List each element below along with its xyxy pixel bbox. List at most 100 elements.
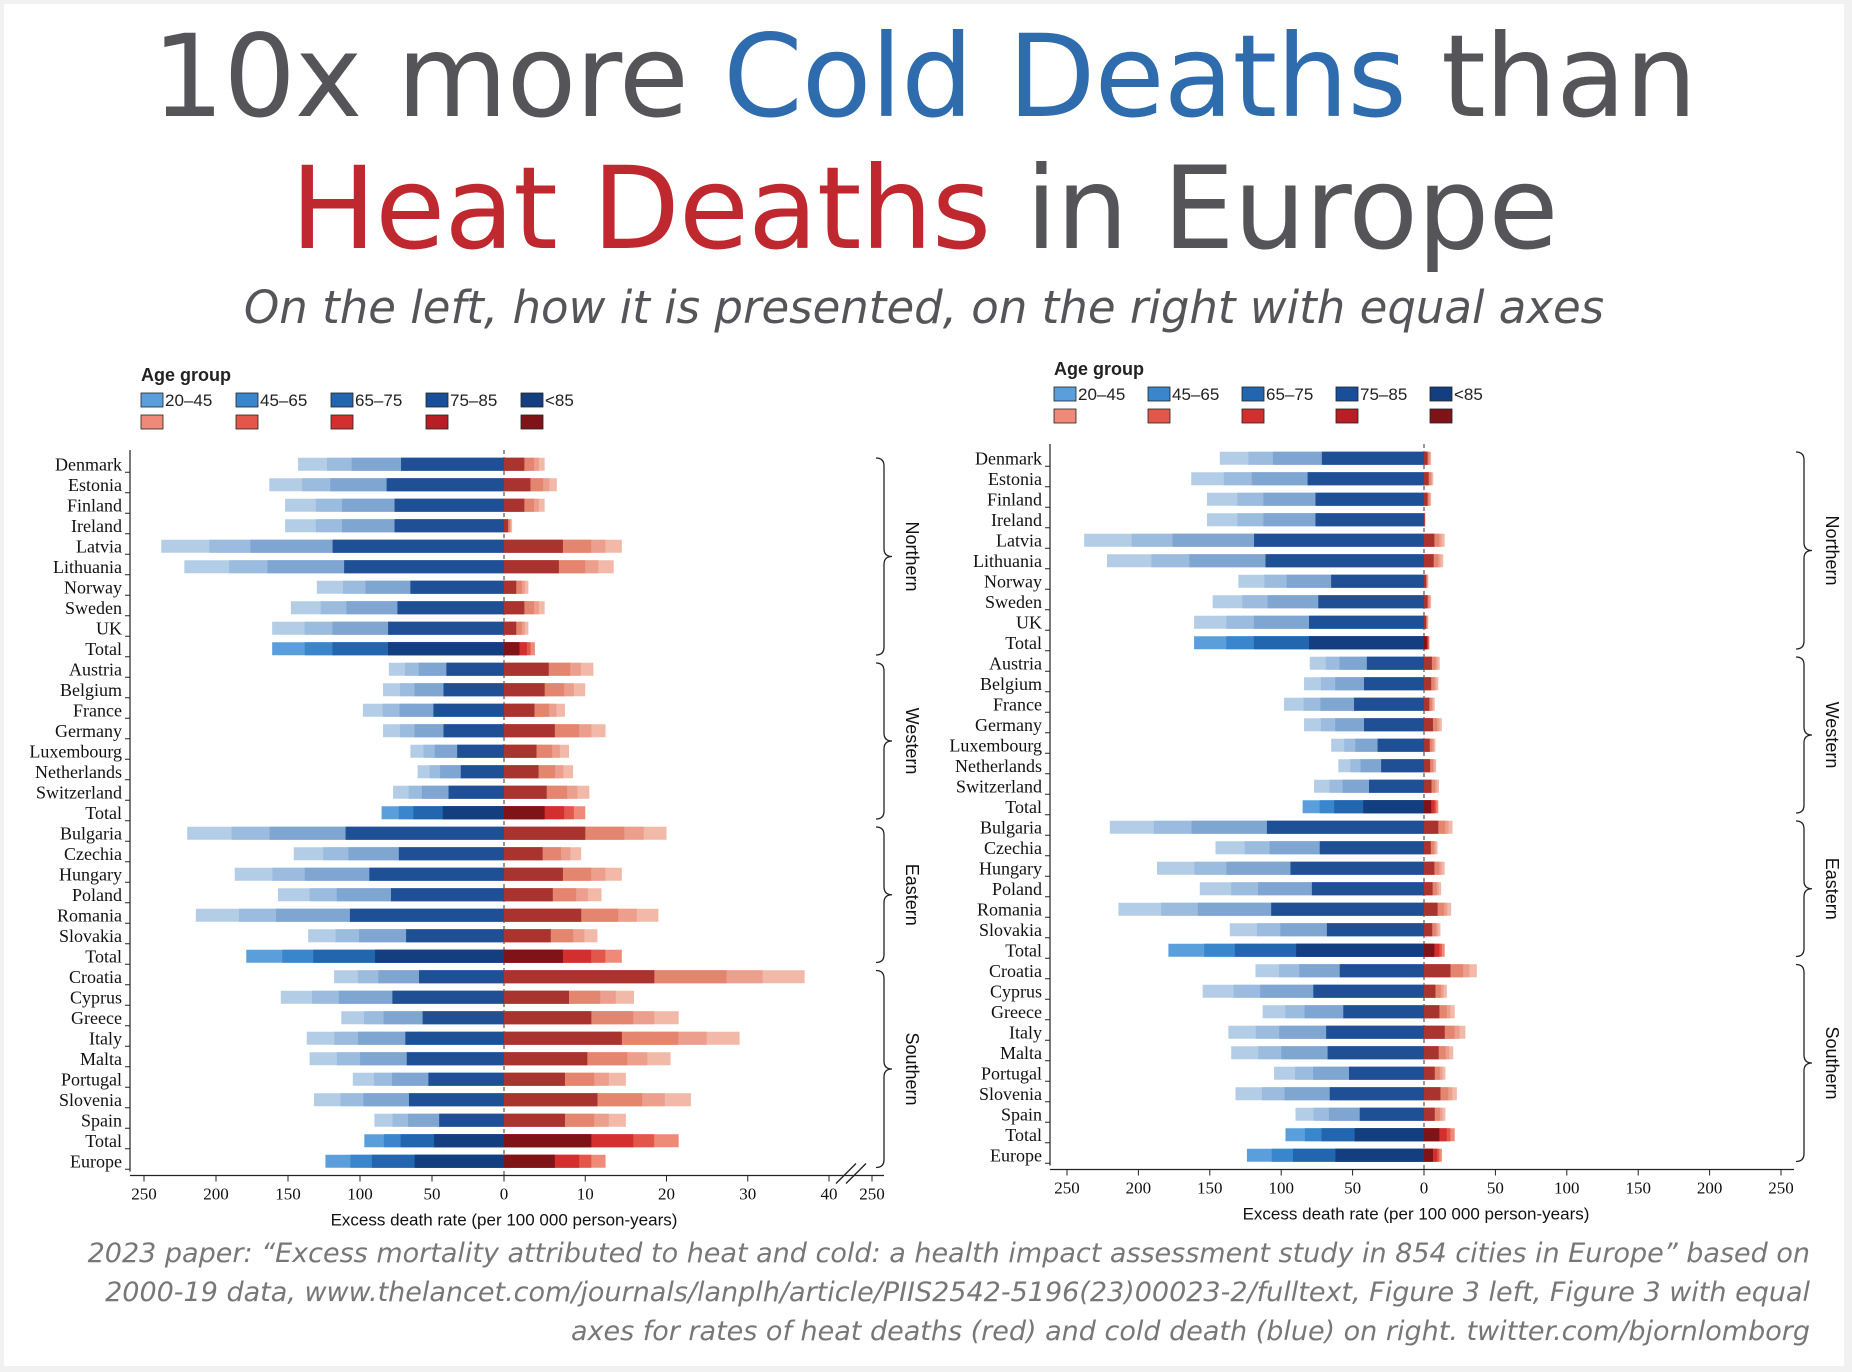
- category-label: Total: [85, 946, 122, 966]
- category-label: Croatia: [69, 967, 122, 987]
- cold-bar-segment: [388, 642, 504, 656]
- cold-bar-segment: [392, 990, 504, 1004]
- cold-bar-segment: [460, 765, 504, 779]
- x-tick-label: 250: [131, 1185, 157, 1204]
- category-label: Poland: [72, 885, 122, 905]
- category-label: Total: [85, 803, 122, 823]
- region-label: Western: [902, 708, 922, 775]
- heat-bar-segment: [504, 785, 547, 799]
- cold-bar-segment: [443, 724, 504, 738]
- cold-bar-segment: [1359, 1107, 1424, 1121]
- heat-bar-segment: [1424, 1128, 1440, 1142]
- chart-original-axes: Age group 20–45 45–65 65–75 75–85 <85 Denmark E…: [4, 349, 924, 1229]
- cold-bar-segment: [457, 744, 504, 758]
- x-tick-label: 150: [1197, 1179, 1223, 1198]
- title-line-1: 10x more Cold Deaths than: [4, 12, 1844, 142]
- legend-label: 65–75: [1266, 385, 1313, 404]
- cold-bar-segment: [1381, 759, 1424, 773]
- category-label: Norway: [984, 571, 1042, 591]
- x-tick-label: 200: [1697, 1179, 1723, 1198]
- cold-bar-segment: [1309, 636, 1424, 650]
- cold-bar-segment: [332, 539, 504, 553]
- heat-bar-segment: [1424, 574, 1427, 588]
- heat-bar-segment: [504, 744, 537, 758]
- title-text: in Europe: [990, 142, 1558, 275]
- legend-swatch-heat: [1053, 408, 1077, 424]
- title-text: 10x more: [151, 10, 724, 143]
- cold-bar-segment: [397, 601, 504, 615]
- legend-label: 45–65: [1172, 385, 1219, 404]
- category-label: Luxembourg: [949, 735, 1042, 755]
- cold-bar-segment: [1296, 943, 1424, 957]
- heat-bar-segment: [1424, 533, 1435, 547]
- legend-swatch-cold: [235, 392, 259, 408]
- cold-bar-segment: [405, 1031, 504, 1045]
- cold-bar-segment: [390, 888, 504, 902]
- legend-swatch-cold: [520, 392, 544, 408]
- heat-bar-segment: [504, 765, 539, 779]
- heat-bar-segment: [1424, 554, 1434, 568]
- heat-bar-segment: [1424, 779, 1432, 793]
- category-label: UK: [1016, 612, 1042, 632]
- heat-bar-segment: [504, 621, 517, 635]
- heat-bar-segment: [504, 1031, 622, 1045]
- cold-bar-segment: [394, 498, 504, 512]
- cold-bar-segment: [1290, 861, 1424, 875]
- x-tick-label: 250: [1054, 1179, 1080, 1198]
- chart-equal-axes: Age group 20–45 45–65 65–75 75–85 <85 Denmark E…: [924, 349, 1844, 1229]
- cold-bar-segment: [401, 457, 504, 471]
- heat-bar-segment: [1424, 636, 1427, 650]
- legend-swatch-heat: [425, 414, 449, 430]
- category-label: Czechia: [984, 838, 1042, 858]
- category-label: Switzerland: [36, 782, 122, 802]
- heat-bar-segment: [504, 478, 531, 492]
- heat-bar-segment: [504, 929, 551, 943]
- category-label: Latvia: [996, 530, 1042, 550]
- cold-bar-segment: [369, 867, 504, 881]
- heat-bar-segment: [504, 580, 517, 594]
- cold-bar-segment: [433, 703, 504, 717]
- legend-swatch-cold: [1429, 386, 1453, 402]
- category-label: Sweden: [985, 592, 1042, 612]
- cold-bar-segment: [1366, 656, 1424, 670]
- heat-bar-segment: [1424, 964, 1451, 978]
- heat-bar-segment: [1424, 1046, 1439, 1060]
- heat-bar-segment: [504, 826, 586, 840]
- heat-bar-segment: [1424, 513, 1425, 527]
- cold-bar-segment: [345, 826, 504, 840]
- category-label: Europe: [70, 1151, 122, 1171]
- legend-swatch-heat: [1147, 408, 1171, 424]
- heat-bar-segment: [1424, 595, 1428, 609]
- legend-swatch-cold: [140, 392, 164, 408]
- category-label: France: [73, 700, 122, 720]
- heat-bar-segment: [1424, 738, 1430, 752]
- heat-bar-segment: [504, 1093, 598, 1107]
- heat-bar-segment: [504, 683, 545, 697]
- category-label: Bulgaria: [60, 823, 122, 843]
- cold-bar-segment: [422, 1011, 504, 1025]
- cold-bar-segment: [1369, 779, 1424, 793]
- legend-title: Age group: [141, 365, 231, 385]
- x-tick-label: 0: [500, 1185, 509, 1204]
- cold-bar-segment: [1326, 1025, 1424, 1039]
- legend-swatch-heat: [330, 414, 354, 430]
- cold-bar-segment: [1266, 820, 1424, 834]
- category-label: Slovakia: [979, 920, 1042, 940]
- heat-bar-segment: [1424, 656, 1432, 670]
- heat-bar-segment: [504, 560, 559, 574]
- cold-bar-segment: [388, 621, 504, 635]
- x-tick-label: 50: [1487, 1179, 1504, 1198]
- cold-bar-segment: [1327, 1046, 1424, 1060]
- category-label: Austria: [989, 653, 1042, 673]
- legend-swatch-cold: [1053, 386, 1077, 402]
- region-brace: [875, 662, 893, 820]
- heat-bar-segment: [504, 970, 655, 984]
- heat-bar-segment: [504, 724, 555, 738]
- cold-bar-segment: [406, 929, 504, 943]
- heat-bar-segment: [504, 642, 520, 656]
- cold-bar-segment: [1313, 984, 1424, 998]
- cold-bar-segment: [1377, 738, 1424, 752]
- category-label: Portugal: [61, 1069, 122, 1089]
